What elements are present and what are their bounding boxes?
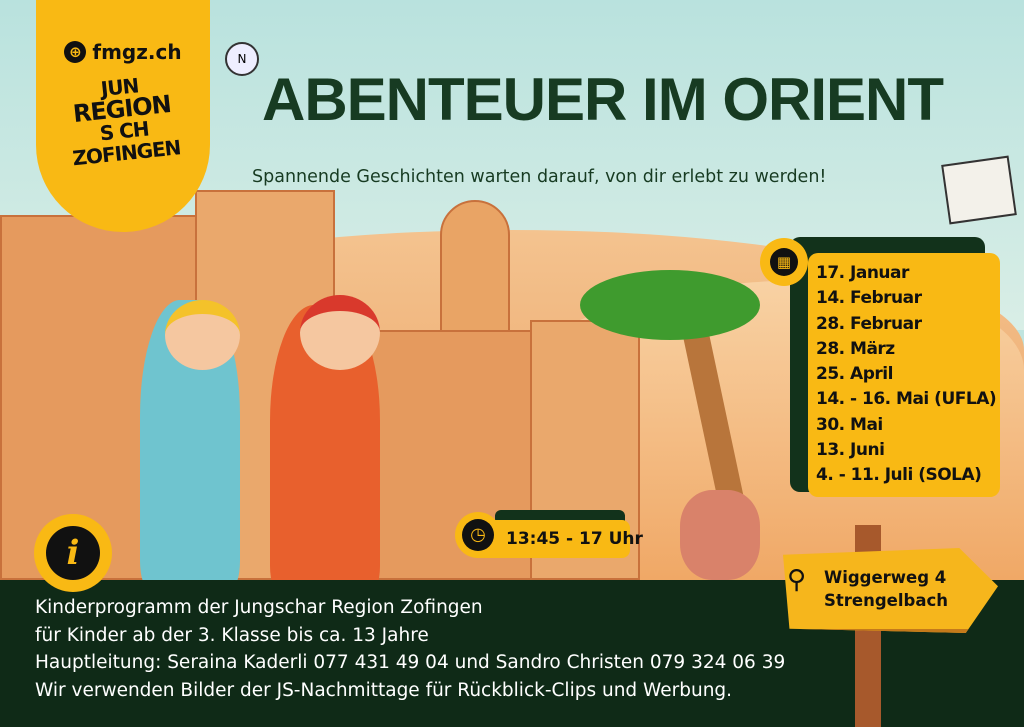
clock-icon: ◷	[462, 519, 494, 551]
logo-banner: ⊕ fmgz.ch JUN REGION S CH ZOFINGEN	[36, 0, 210, 232]
page-title: ABENTEUER IM ORIENT	[262, 66, 944, 133]
date-item: 14. - 16. Mai (UFLA)	[816, 389, 997, 410]
clock-badge: ◷	[455, 512, 501, 558]
boy-head	[300, 295, 380, 370]
time-label: 13:45 - 17 Uhr	[470, 520, 643, 558]
subtitle: Spannende Geschichten warten darauf, von…	[252, 167, 827, 187]
date-item: 17. Januar	[816, 263, 909, 283]
info-line: Wir verwenden Bilder der JS-Nachmittage …	[35, 679, 733, 701]
girl-head	[165, 300, 240, 370]
location-sign	[783, 548, 998, 633]
location-town: Strengelbach	[824, 591, 948, 610]
palm-leaves	[580, 270, 760, 340]
map-pin-icon: ⚲	[787, 565, 807, 595]
website-text: fmgz.ch	[92, 40, 182, 64]
date-item: 25. April	[816, 364, 893, 385]
globe-icon: ⊕	[64, 41, 87, 63]
date-item: 13. Juni	[816, 440, 885, 461]
website-link[interactable]: ⊕ fmgz.ch	[36, 40, 210, 64]
calendar-icon: ▦	[770, 248, 798, 276]
calendar-badge: ▦	[760, 238, 808, 286]
info-line: Hauptleitung: Seraina Kaderli 077 431 49…	[35, 652, 786, 673]
date-item: 30. Mai	[816, 414, 883, 435]
date-item: 28. Februar	[816, 313, 922, 334]
info-line: für Kinder ab der 3. Klasse bis ca. 13 J…	[35, 624, 429, 646]
map-icon	[941, 155, 1017, 225]
location-text: Wiggerweg 4 Strengelbach	[812, 566, 948, 612]
info-badge: i	[34, 514, 112, 592]
info-line: Kinderprogramm der Jungschar Region Zofi…	[35, 597, 483, 618]
info-icon: i	[46, 526, 100, 580]
dates-list: 17. Januar 14. Februar 28. Februar 28. M…	[808, 253, 1000, 497]
info-text: Kinderprogramm der Jungschar Region Zofi…	[35, 594, 785, 704]
date-item: 4. - 11. Juli (SOLA)	[816, 465, 982, 486]
date-item: 28. März	[816, 338, 895, 359]
jungschar-logo: JUN REGION S CH ZOFINGEN	[32, 67, 214, 173]
compass-icon: N	[225, 42, 259, 76]
clay-pot	[680, 490, 760, 580]
location-street: Wiggerweg 4	[824, 568, 947, 587]
date-item: 14. Februar	[816, 288, 922, 309]
